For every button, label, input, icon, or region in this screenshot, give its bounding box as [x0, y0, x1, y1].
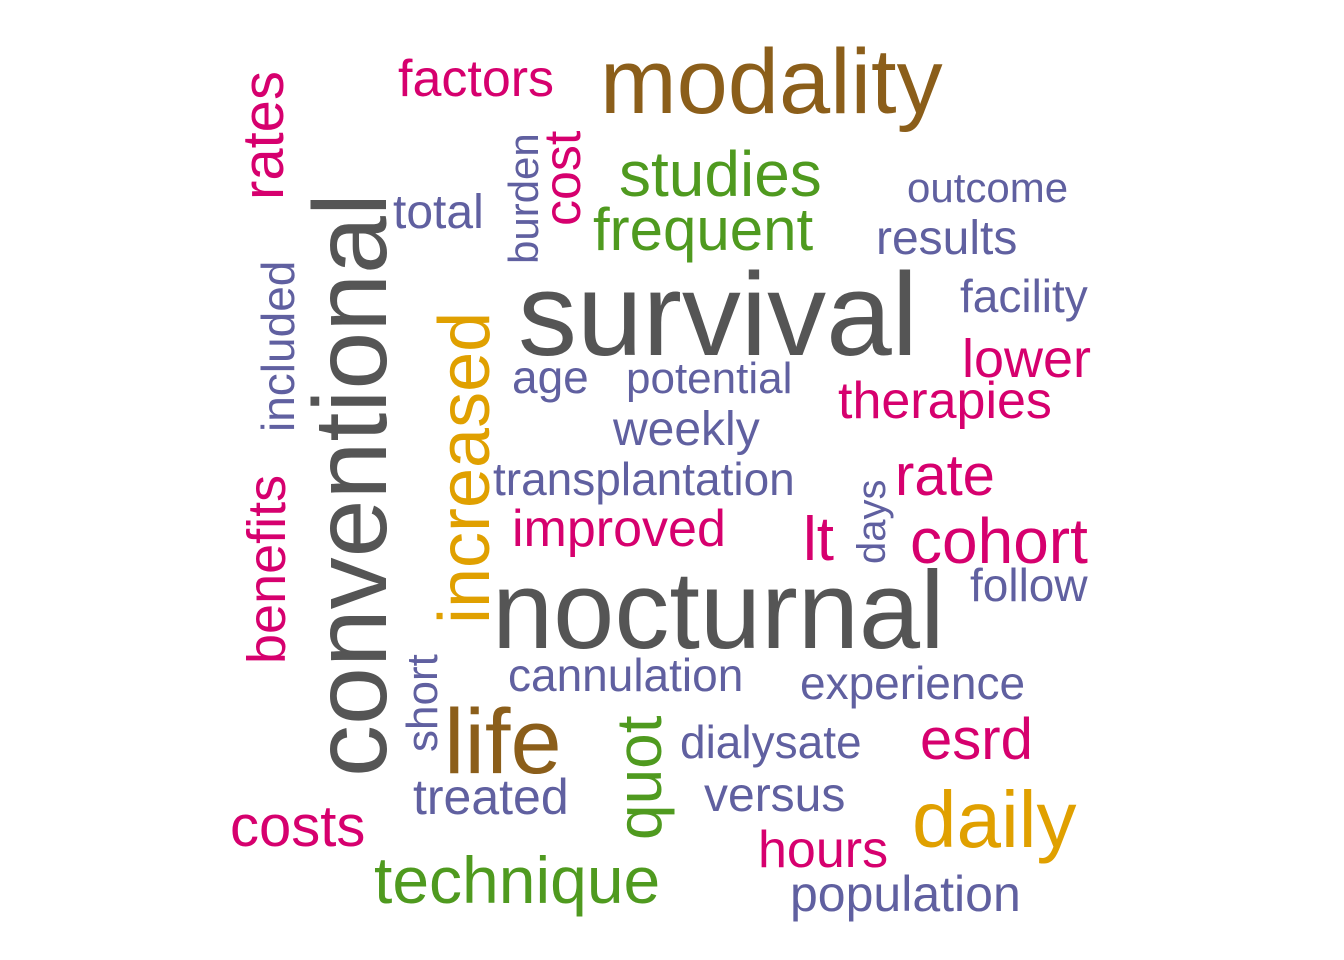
word-days: days: [850, 480, 894, 565]
word-follow: follow: [970, 559, 1088, 611]
word-conventional: conventional: [293, 193, 409, 777]
word-nocturnal: nocturnal: [492, 549, 945, 672]
word-population: population: [790, 866, 1021, 922]
word-facility: facility: [960, 270, 1088, 322]
word-transplantation: transplantation: [493, 453, 795, 505]
word-hours: hours: [758, 821, 888, 879]
word-life: life: [444, 691, 562, 793]
word-modality: modality: [600, 31, 943, 133]
word-increased: increased: [425, 312, 505, 624]
word-therapies: therapies: [838, 372, 1052, 430]
word-dialysate: dialysate: [680, 716, 862, 768]
word-age: age: [512, 351, 589, 403]
word-studies: studies: [619, 138, 822, 210]
word-weekly: weekly: [612, 403, 760, 456]
word-lower: lower: [962, 329, 1091, 389]
word-experience: experience: [800, 657, 1025, 709]
word-esrd: esrd: [920, 707, 1033, 772]
word-benefits: benefits: [237, 475, 297, 664]
word-rates: rates: [231, 71, 296, 200]
word-cannulation: cannulation: [508, 649, 743, 701]
word-total: total: [393, 186, 484, 239]
word-improved: improved: [512, 500, 726, 558]
word-lt: lt: [803, 505, 834, 574]
word-quot: quot: [603, 715, 675, 840]
word-survival: survival: [518, 249, 918, 381]
word-included: included: [252, 261, 304, 432]
word-technique: technique: [374, 843, 660, 917]
word-cohort: cohort: [910, 505, 1088, 577]
word-daily: daily: [912, 775, 1077, 864]
word-costs: costs: [230, 794, 365, 859]
word-potential: potential: [626, 354, 792, 403]
word-versus: versus: [704, 769, 845, 822]
word-results: results: [876, 212, 1017, 265]
word-outcome: outcome: [907, 164, 1068, 211]
word-factors: factors: [398, 50, 554, 108]
word-short: short: [398, 654, 447, 752]
word-cost: cost: [534, 130, 592, 226]
word-rate: rate: [895, 443, 995, 508]
word-burden: burden: [500, 133, 547, 264]
word-frequent: frequent: [593, 196, 813, 263]
word-treated: treated: [413, 769, 569, 825]
